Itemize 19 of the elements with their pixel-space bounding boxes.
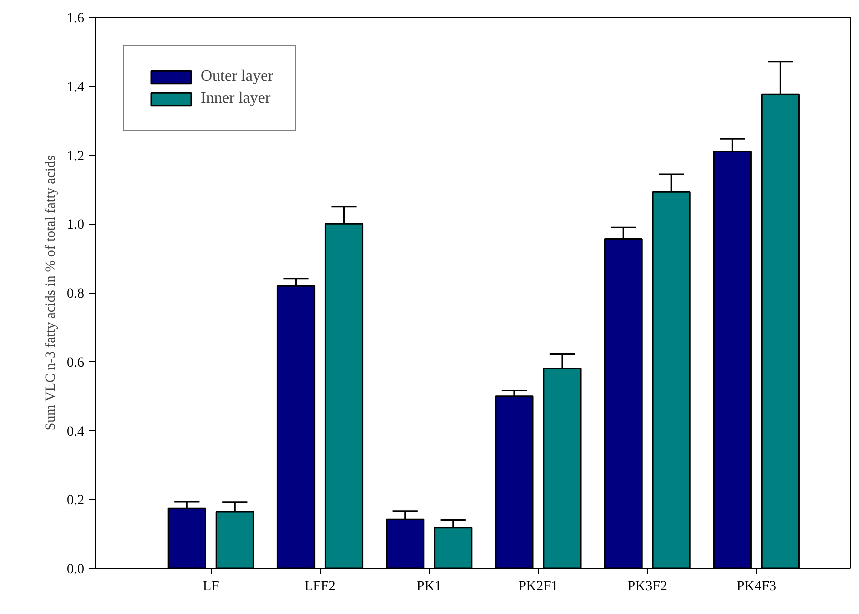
y-tick-label: 1.4 [67, 80, 84, 96]
x-tick-label: LFF2 [304, 580, 336, 594]
y-tick-label: 0.0 [67, 562, 84, 578]
x-tick-label: PK3F2 [628, 580, 668, 594]
y-tick-label: 0.6 [67, 356, 84, 371]
y-tick-label: 1.2 [67, 149, 84, 164]
y-axis-title: Sum VLC n-3 fatty acids in % of total fatty acids [44, 156, 59, 431]
y-tick-label: 0.2 [67, 494, 84, 509]
y-tick-label: 0.8 [67, 287, 84, 302]
x-tick-label: LF [202, 580, 220, 594]
x-tick-label: PK4F3 [736, 580, 777, 594]
legend-label: Inner layer [201, 90, 271, 108]
y-tick-label: 0.4 [67, 424, 84, 440]
legend-label: Outer layer [201, 68, 274, 86]
y-tick-label: 1.6 [67, 12, 84, 26]
x-tick-label: PK1 [416, 580, 442, 594]
x-tick-label: PK2F1 [518, 580, 558, 594]
y-tick-label: 1.0 [67, 218, 84, 234]
bar [495, 396, 534, 568]
